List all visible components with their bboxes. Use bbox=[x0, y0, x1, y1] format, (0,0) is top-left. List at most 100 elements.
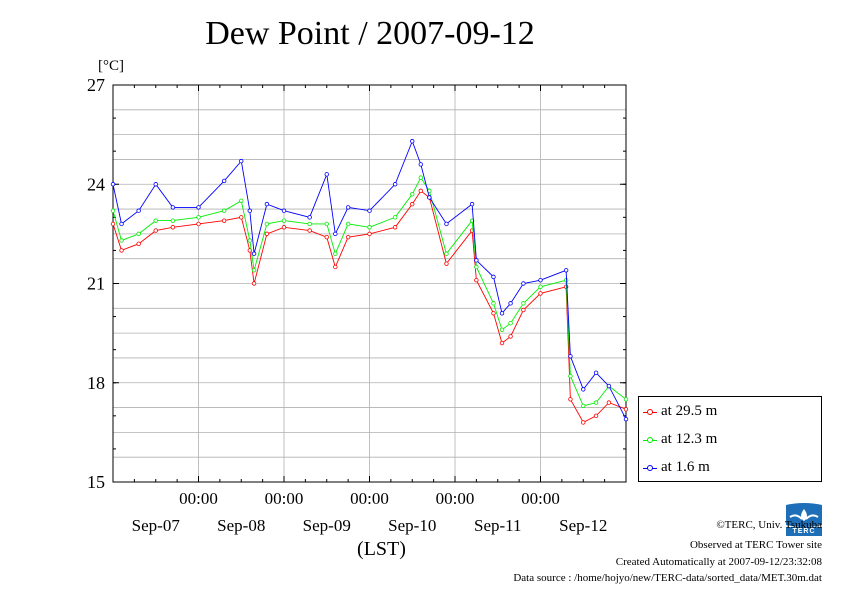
data-point-2 bbox=[606, 383, 612, 389]
data-point-1 bbox=[499, 327, 505, 333]
data-point-1 bbox=[521, 301, 526, 306]
data-point-0 bbox=[593, 413, 599, 419]
data-point-2 bbox=[568, 354, 573, 359]
data-point-0 bbox=[410, 201, 415, 207]
data-point-1 bbox=[153, 218, 158, 223]
data-point-0 bbox=[623, 407, 629, 412]
data-point-2 bbox=[444, 221, 449, 227]
data-point-1 bbox=[491, 301, 496, 306]
legend-item-29-5m: at 29.5 m bbox=[643, 401, 717, 421]
data-point-1 bbox=[119, 238, 124, 243]
y-tick-label: 24 bbox=[87, 174, 105, 194]
data-point-1 bbox=[623, 397, 629, 402]
data-point-1 bbox=[196, 215, 201, 220]
y-tick-label: 21 bbox=[87, 274, 105, 294]
data-point-2 bbox=[581, 387, 586, 392]
data-point-2 bbox=[119, 221, 124, 227]
x-date-label: Sep-11 bbox=[474, 516, 522, 535]
data-point-1 bbox=[538, 284, 543, 290]
data-point-2 bbox=[307, 215, 312, 220]
y-tick-label: 27 bbox=[87, 75, 105, 95]
created-text: Created Automatically at 2007-09-12/23:3… bbox=[615, 556, 822, 568]
data-point-2 bbox=[264, 201, 270, 207]
data-point-2 bbox=[136, 208, 141, 213]
data-point-2 bbox=[427, 195, 432, 200]
data-point-0 bbox=[444, 261, 449, 266]
data-point-0 bbox=[239, 215, 244, 220]
x-time-label: 00:00 bbox=[265, 489, 304, 508]
x-date-label: Sep-12 bbox=[559, 516, 607, 535]
data-point-2 bbox=[324, 172, 329, 177]
data-point-0 bbox=[170, 225, 176, 230]
data-point-0 bbox=[418, 188, 423, 194]
terc-logo-text: TERC bbox=[792, 528, 816, 535]
data-point-2 bbox=[251, 251, 257, 256]
data-point-2 bbox=[499, 311, 505, 316]
data-point-1 bbox=[281, 218, 287, 223]
legend-label-12-3m: at 12.3 m bbox=[661, 431, 718, 447]
data-point-2 bbox=[474, 258, 479, 263]
y-tick-label: 15 bbox=[87, 472, 105, 492]
data-point-2 bbox=[469, 201, 475, 207]
data-point-0 bbox=[499, 340, 505, 346]
data-point-2 bbox=[410, 139, 415, 144]
y-tick-label: 18 bbox=[87, 373, 105, 393]
x-date-label: Sep-10 bbox=[388, 516, 436, 535]
data-point-1 bbox=[251, 268, 257, 273]
data-point-2 bbox=[392, 182, 398, 187]
data-point-0 bbox=[474, 277, 479, 283]
x-date-label: Sep-09 bbox=[303, 516, 351, 535]
copyright-text: ©TERC, Univ. Tsukuba bbox=[716, 519, 822, 531]
data-point-1 bbox=[444, 251, 449, 256]
x-axis-label: (LST) bbox=[357, 538, 406, 560]
data-point-0 bbox=[606, 400, 612, 405]
data-point-2 bbox=[508, 301, 513, 306]
data-point-1 bbox=[367, 225, 372, 230]
data-point-2 bbox=[521, 281, 526, 286]
data-point-1 bbox=[136, 231, 141, 237]
terc-logo: TERC bbox=[784, 503, 824, 537]
data-point-2 bbox=[239, 158, 244, 164]
data-point-0 bbox=[119, 248, 124, 253]
data-point-2 bbox=[333, 231, 338, 237]
data-point-2 bbox=[563, 268, 569, 273]
data-point-0 bbox=[324, 234, 329, 240]
data-point-1 bbox=[239, 198, 244, 203]
data-point-2 bbox=[538, 277, 543, 283]
data-point-0 bbox=[581, 420, 586, 425]
legend-label-1-6m: at 1.6 m bbox=[661, 459, 710, 475]
observed-text: Observed at TERC Tower site bbox=[689, 539, 822, 551]
data-point-1 bbox=[264, 221, 270, 227]
data-point-2 bbox=[170, 205, 176, 210]
data-point-1 bbox=[307, 221, 312, 227]
data-point-2 bbox=[367, 208, 372, 213]
data-point-2 bbox=[623, 416, 629, 422]
data-point-1 bbox=[593, 400, 599, 405]
x-date-label: Sep-08 bbox=[217, 516, 265, 535]
data-point-0 bbox=[392, 225, 398, 230]
data-point-2 bbox=[345, 205, 351, 210]
data-point-0 bbox=[281, 225, 287, 230]
data-point-2 bbox=[418, 162, 423, 167]
x-date-label: Sep-07 bbox=[132, 516, 181, 535]
data-point-1 bbox=[221, 208, 227, 213]
data-point-2 bbox=[593, 370, 599, 376]
x-time-label: 00:00 bbox=[350, 489, 389, 508]
x-time-label: 00:00 bbox=[179, 489, 218, 508]
data-point-1 bbox=[410, 191, 415, 197]
data-point-1 bbox=[568, 373, 573, 379]
data-point-1 bbox=[581, 403, 586, 409]
data-point-0 bbox=[538, 291, 543, 296]
data-point-0 bbox=[264, 231, 270, 237]
legend: at 29.5 m at 12.3 m at 1.6 m bbox=[638, 396, 822, 482]
data-point-1 bbox=[508, 321, 513, 326]
data-point-2 bbox=[491, 274, 496, 280]
data-point-1 bbox=[170, 218, 176, 223]
legend-item-1-6m: at 1.6 m bbox=[643, 457, 710, 477]
data-point-2 bbox=[196, 205, 201, 210]
x-time-label: 00:00 bbox=[436, 489, 475, 508]
data-point-0 bbox=[221, 218, 227, 223]
legend-item-12-3m: at 12.3 m bbox=[643, 429, 717, 449]
data-point-0 bbox=[153, 228, 158, 233]
data-point-0 bbox=[251, 281, 257, 286]
